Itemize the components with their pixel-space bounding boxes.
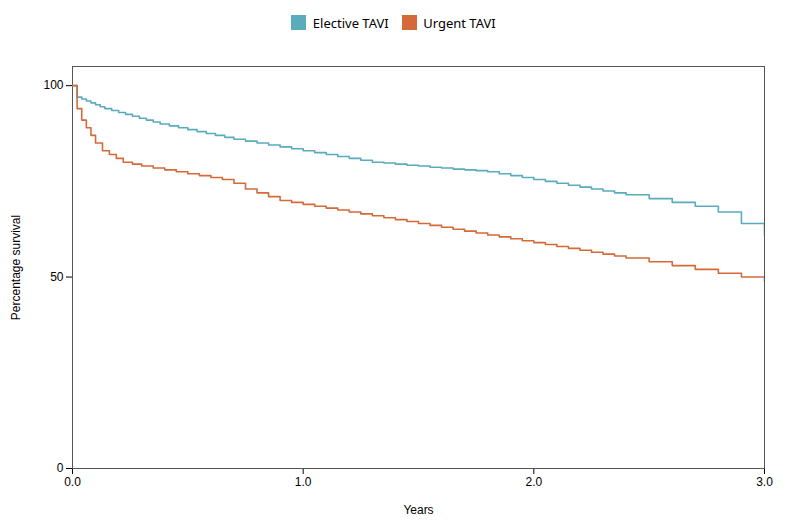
html-text:Elective TAVI: Elective TAVI — [312, 13, 389, 32]
svg-text:Years: Years — [403, 502, 433, 516]
svg-text:3.0: 3.0 — [756, 475, 773, 489]
svg-text:50: 50 — [50, 269, 64, 283]
svg-text:1.0: 1.0 — [295, 475, 312, 489]
svg-text:0.0: 0.0 — [64, 475, 81, 489]
svg-text:100: 100 — [43, 78, 63, 92]
svg-text:Percentage survival: Percentage survival — [9, 214, 23, 319]
html-text:Urgent TAVI: Urgent TAVI — [423, 13, 496, 32]
svg-text:0: 0 — [57, 461, 64, 475]
svg-text:2.0: 2.0 — [525, 475, 542, 489]
